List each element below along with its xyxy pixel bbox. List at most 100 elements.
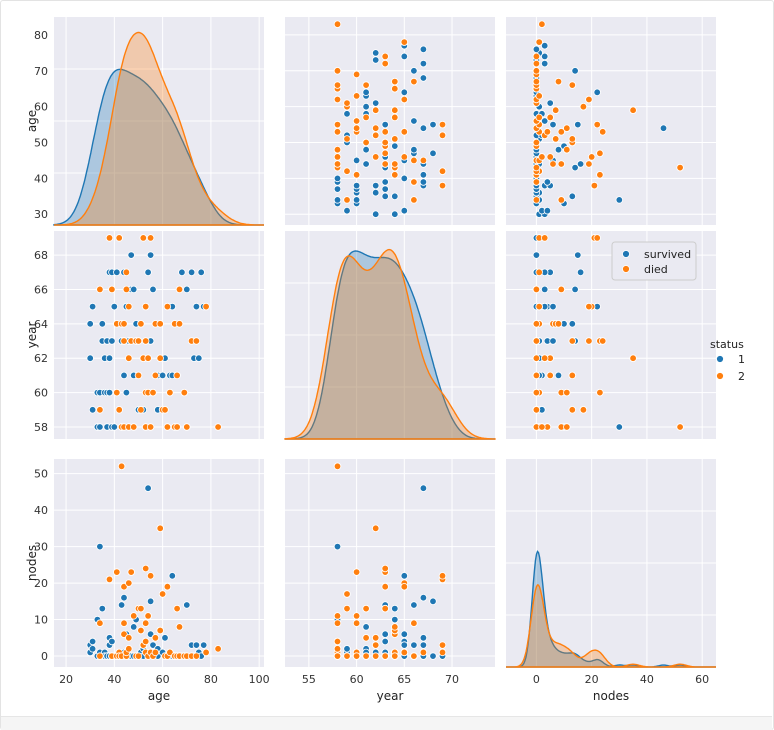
scatter-point-survived [419,594,428,602]
scatter-point-died [532,59,541,68]
scatter-point-died [137,320,145,328]
scatter-point-survived [144,484,152,492]
scatter-point-died [438,120,447,129]
scatter-point-survived [88,302,97,311]
scatter-point-survived [541,59,549,68]
scatter-point-died [180,388,188,397]
scatter-point-died [372,153,380,161]
scatter-point-died [391,135,399,143]
scatter-point-survived [88,406,97,414]
scatter-point-survived [110,423,118,431]
scatter-point-died [593,120,601,129]
scatter-point-survived [146,597,155,605]
y-tick-label: 50 [34,137,48,150]
x-axis-label: age [148,689,170,703]
scatter-point-died [122,285,131,294]
x-tick-label: 20 [59,673,73,686]
scatter-point-died [343,196,351,204]
scatter-point-died [410,156,418,165]
scatter-point-died [400,583,408,591]
scatter-point-died [543,128,552,136]
scatter-point-died [568,81,576,89]
scatter-point-survived [146,251,155,259]
scatter-point-survived [108,637,116,646]
scatter-point-survived [120,594,128,602]
x-tick-label: 60 [695,673,709,686]
scatter-point-survived [576,268,585,276]
scatter-point-died [400,153,408,161]
scatter-point-died [532,354,541,362]
scatter-point-died [438,181,447,190]
y-tick-label: 58 [34,421,48,434]
scatter-point-died [175,320,184,328]
scatter-point-died [151,648,160,657]
scatter-point-died [391,84,399,93]
scatter-point-died [391,652,399,660]
scatter-point-died [105,575,114,584]
scatter-point-died [438,641,447,649]
scatter-point-died [535,302,543,311]
scatter-point-died [333,128,342,136]
scatter-point-died [96,406,104,414]
scatter-point-died [546,371,554,380]
scatter-point-died [557,196,565,204]
scatter-point-died [372,524,380,532]
scatter-point-died [438,648,447,657]
scatter-point-died [352,70,361,79]
x-tick-label: 80 [204,673,218,686]
scatter-point-survived [574,251,582,259]
scatter-point-died [122,268,131,276]
scatter-point-survived [362,88,370,96]
scatter-point-died [372,652,380,660]
scatter-point-survived [88,645,97,653]
scatter-point-survived [168,572,176,580]
scatter-point-died [343,590,351,598]
scatter-point-died [141,564,150,573]
scatter-point-died [381,604,389,613]
scatter-point-died [352,568,361,576]
scatter-point-died [96,285,104,294]
scatter-point-survived [381,637,389,646]
scatter-point-died [214,423,222,431]
scatter-point-died [585,95,593,104]
scatter-point-survived [574,120,582,129]
scatter-point-died [563,145,571,154]
legend-outer-label-1: 1 [738,353,745,366]
scatter-point-died [163,423,172,431]
scatter-point-died [156,354,164,362]
scatter-point-survived [158,371,167,380]
kde-survived [53,68,264,226]
x-tick-label: 70 [445,673,459,686]
x-axis-label: nodes [593,689,629,703]
scatter-point-died [333,81,342,89]
scatter-point-died [535,268,543,276]
panel-age-vs-age [53,17,264,226]
scatter-point-died [381,149,389,157]
panel-nodes-vs-year [285,459,495,667]
scatter-point-died [557,128,565,136]
scatter-point-survived [419,171,428,179]
scatter-point-died [372,124,380,132]
x-axis-label: year [377,689,404,703]
scatter-point-died [546,113,554,122]
scatter-point-died [557,160,565,168]
scatter-point-died [127,568,135,576]
scatter-point-died [333,637,342,646]
scatter-point-survived [429,597,437,605]
scatter-point-survived [197,268,205,276]
y-tick-label: 40 [34,172,48,185]
scatter-point-died [391,113,399,122]
scatter-point-died [166,648,174,657]
scatter-point-survived [549,302,557,311]
scatter-point-died [593,234,601,242]
scatter-point-survived [362,160,370,168]
scatter-point-died [202,648,210,657]
scatter-point-died [202,302,210,311]
scatter-point-died [532,163,541,172]
scatter-point-survived [98,320,106,328]
scatter-point-died [333,652,342,660]
scatter-point-died [391,77,399,86]
scatter-point-survived [543,178,552,186]
panel-year-vs-nodes [506,231,716,439]
